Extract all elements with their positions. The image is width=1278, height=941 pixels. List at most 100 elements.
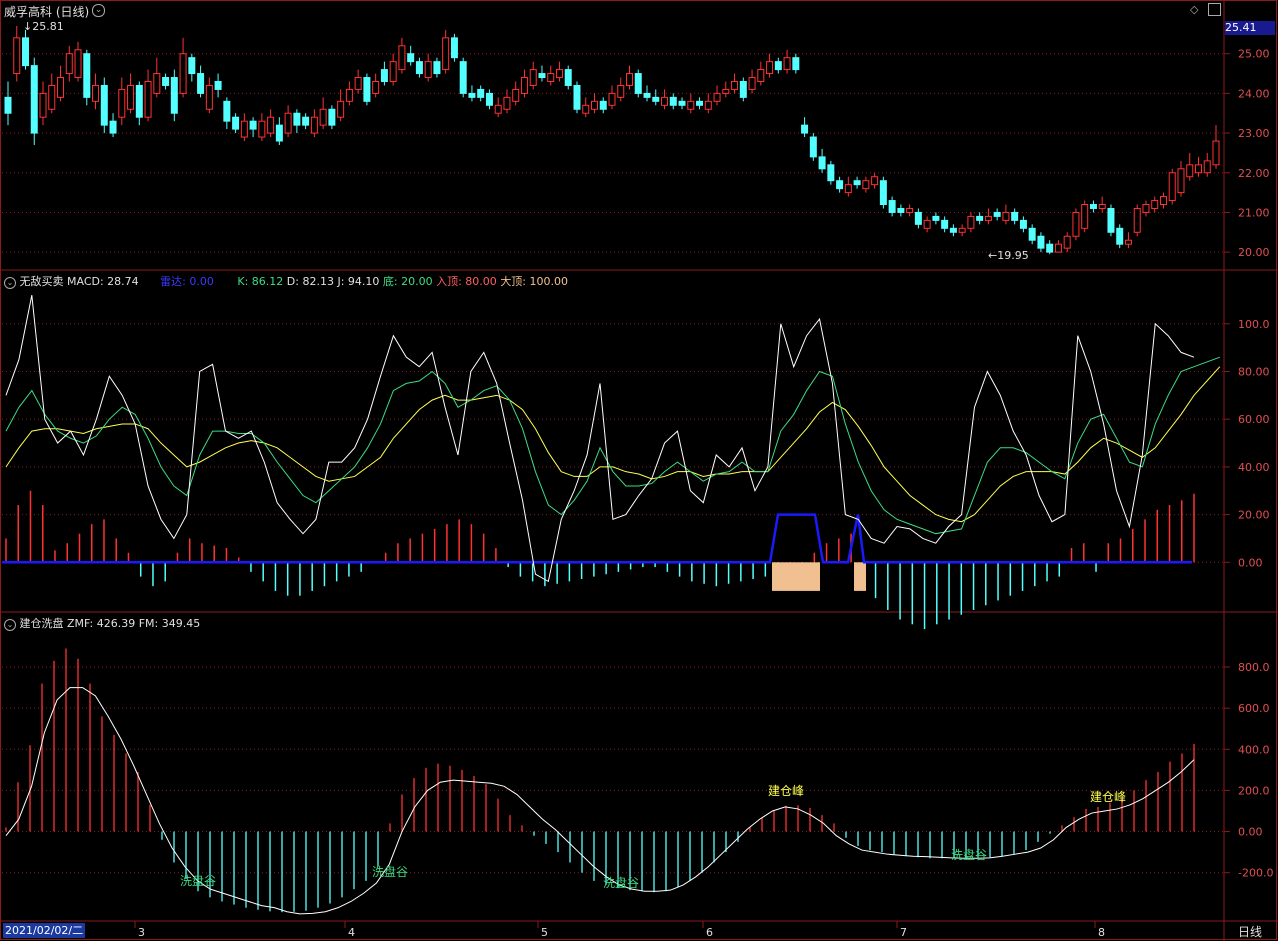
annotation-build-peak-2: 建仓峰 bbox=[1090, 790, 1127, 804]
candle-body bbox=[30, 65, 38, 134]
zmf-settings-icon[interactable]: ⌄ bbox=[4, 619, 16, 631]
zmf-tick-label: 400.0 bbox=[1238, 743, 1270, 756]
candle-body bbox=[1151, 200, 1159, 209]
candle-body bbox=[433, 61, 441, 75]
candle-body bbox=[783, 57, 791, 71]
indicator-tick-label: 20.00 bbox=[1238, 509, 1270, 522]
candle-body bbox=[83, 53, 91, 98]
candle-body bbox=[468, 92, 476, 98]
candle-body bbox=[372, 80, 380, 94]
candle-body bbox=[1011, 211, 1019, 221]
annotation-build-peak-1: 建仓峰 bbox=[768, 784, 805, 798]
candle-body bbox=[92, 84, 100, 102]
candle-body bbox=[818, 156, 826, 170]
min-price-value: 19.95 bbox=[997, 249, 1029, 262]
candle-body bbox=[941, 219, 949, 229]
candle-body bbox=[1089, 204, 1097, 209]
candle-body bbox=[57, 77, 65, 98]
candle-body bbox=[310, 116, 318, 134]
candle-body bbox=[853, 180, 861, 186]
candle-body bbox=[617, 84, 625, 98]
candle-body bbox=[529, 69, 537, 86]
annotation-wash-valley-2: 洗盘谷 bbox=[372, 865, 409, 879]
candle-body bbox=[713, 92, 721, 102]
candle-body bbox=[809, 136, 817, 158]
candle-body bbox=[827, 164, 835, 182]
candle-body bbox=[538, 73, 546, 79]
candle-body bbox=[669, 96, 677, 106]
candle-body bbox=[897, 207, 905, 213]
zmf-tick-label: 600.0 bbox=[1238, 702, 1270, 715]
max-price-label: ↓25.81 bbox=[23, 20, 64, 33]
candle-body bbox=[678, 100, 686, 106]
settings-icon[interactable]: ⌄ bbox=[92, 4, 105, 17]
candle-body bbox=[450, 37, 458, 59]
candle-body bbox=[801, 124, 809, 134]
bottom-value: 底: 20.00 bbox=[382, 275, 433, 288]
candle-body bbox=[520, 77, 528, 94]
period-button[interactable]: 日线 bbox=[1238, 925, 1263, 939]
date-cursor-label: 2021/02/02/二 bbox=[3, 923, 86, 938]
radar-value: 雷达: 0.00 bbox=[160, 275, 214, 288]
candle-body bbox=[757, 69, 765, 82]
candle-body bbox=[1098, 204, 1106, 209]
candle-body bbox=[774, 61, 782, 71]
stock-title: 威孚高科 (日线) bbox=[4, 5, 90, 19]
zmf-title: 建仓洗盘 bbox=[19, 617, 64, 630]
candle-body bbox=[836, 180, 844, 190]
zmf-tick-label: 800.0 bbox=[1238, 661, 1270, 674]
price-tick-label: 25.00 bbox=[1238, 48, 1270, 61]
indicator-tick-label: 0.00 bbox=[1238, 556, 1263, 569]
candle-body bbox=[4, 96, 12, 114]
candle-body bbox=[109, 120, 117, 134]
candle-body bbox=[599, 100, 607, 110]
candle-body bbox=[205, 84, 213, 110]
candle-body bbox=[188, 57, 196, 75]
candle-body bbox=[494, 104, 502, 114]
candle-body bbox=[179, 53, 187, 94]
price-tick-label: 24.00 bbox=[1238, 87, 1270, 100]
candle-body bbox=[1133, 207, 1141, 233]
zmf-tick-label: 0.00 bbox=[1238, 826, 1263, 839]
candle-body bbox=[39, 92, 47, 118]
candle-body bbox=[249, 120, 257, 130]
candle-body bbox=[1168, 172, 1176, 202]
candle-body bbox=[590, 100, 598, 110]
candle-body bbox=[634, 73, 642, 94]
j-value: J: 94.10 bbox=[337, 275, 380, 288]
candle-body bbox=[1046, 243, 1054, 253]
candle-body bbox=[284, 112, 292, 134]
candle-body bbox=[389, 61, 397, 82]
candle-body bbox=[547, 73, 555, 82]
candle-body bbox=[267, 116, 275, 134]
candle-body bbox=[871, 176, 879, 186]
candle-body bbox=[582, 104, 590, 114]
candle-body bbox=[722, 88, 730, 94]
candle-body bbox=[144, 80, 152, 118]
candle-body bbox=[1177, 168, 1185, 194]
window-toggle-icon[interactable] bbox=[1208, 3, 1221, 16]
k-line bbox=[5, 356, 1220, 535]
candle-body bbox=[100, 84, 108, 126]
macd-value: MACD: 28.74 bbox=[67, 275, 139, 288]
candle-body bbox=[792, 57, 800, 71]
expand-icon[interactable]: ◇ bbox=[1190, 3, 1199, 16]
indicator-series bbox=[2, 295, 1221, 630]
candle-body bbox=[258, 120, 266, 138]
indicator-settings-icon[interactable]: ⌄ bbox=[4, 277, 16, 289]
month-label: 7 bbox=[900, 926, 907, 939]
candle-body bbox=[302, 116, 310, 126]
candle-body bbox=[1107, 207, 1115, 233]
candle-body bbox=[1159, 196, 1167, 206]
x-axis-labels: 3 4 5 6 7 8 bbox=[134, 921, 1105, 939]
candle-body bbox=[398, 45, 406, 71]
fm-line bbox=[5, 687, 1195, 915]
candle-body bbox=[13, 37, 21, 75]
d-line bbox=[5, 366, 1221, 523]
candle-body bbox=[967, 215, 975, 229]
candle-body bbox=[223, 100, 231, 122]
candle-body bbox=[485, 92, 493, 106]
candle-body bbox=[958, 227, 966, 233]
candle-body bbox=[862, 180, 870, 190]
